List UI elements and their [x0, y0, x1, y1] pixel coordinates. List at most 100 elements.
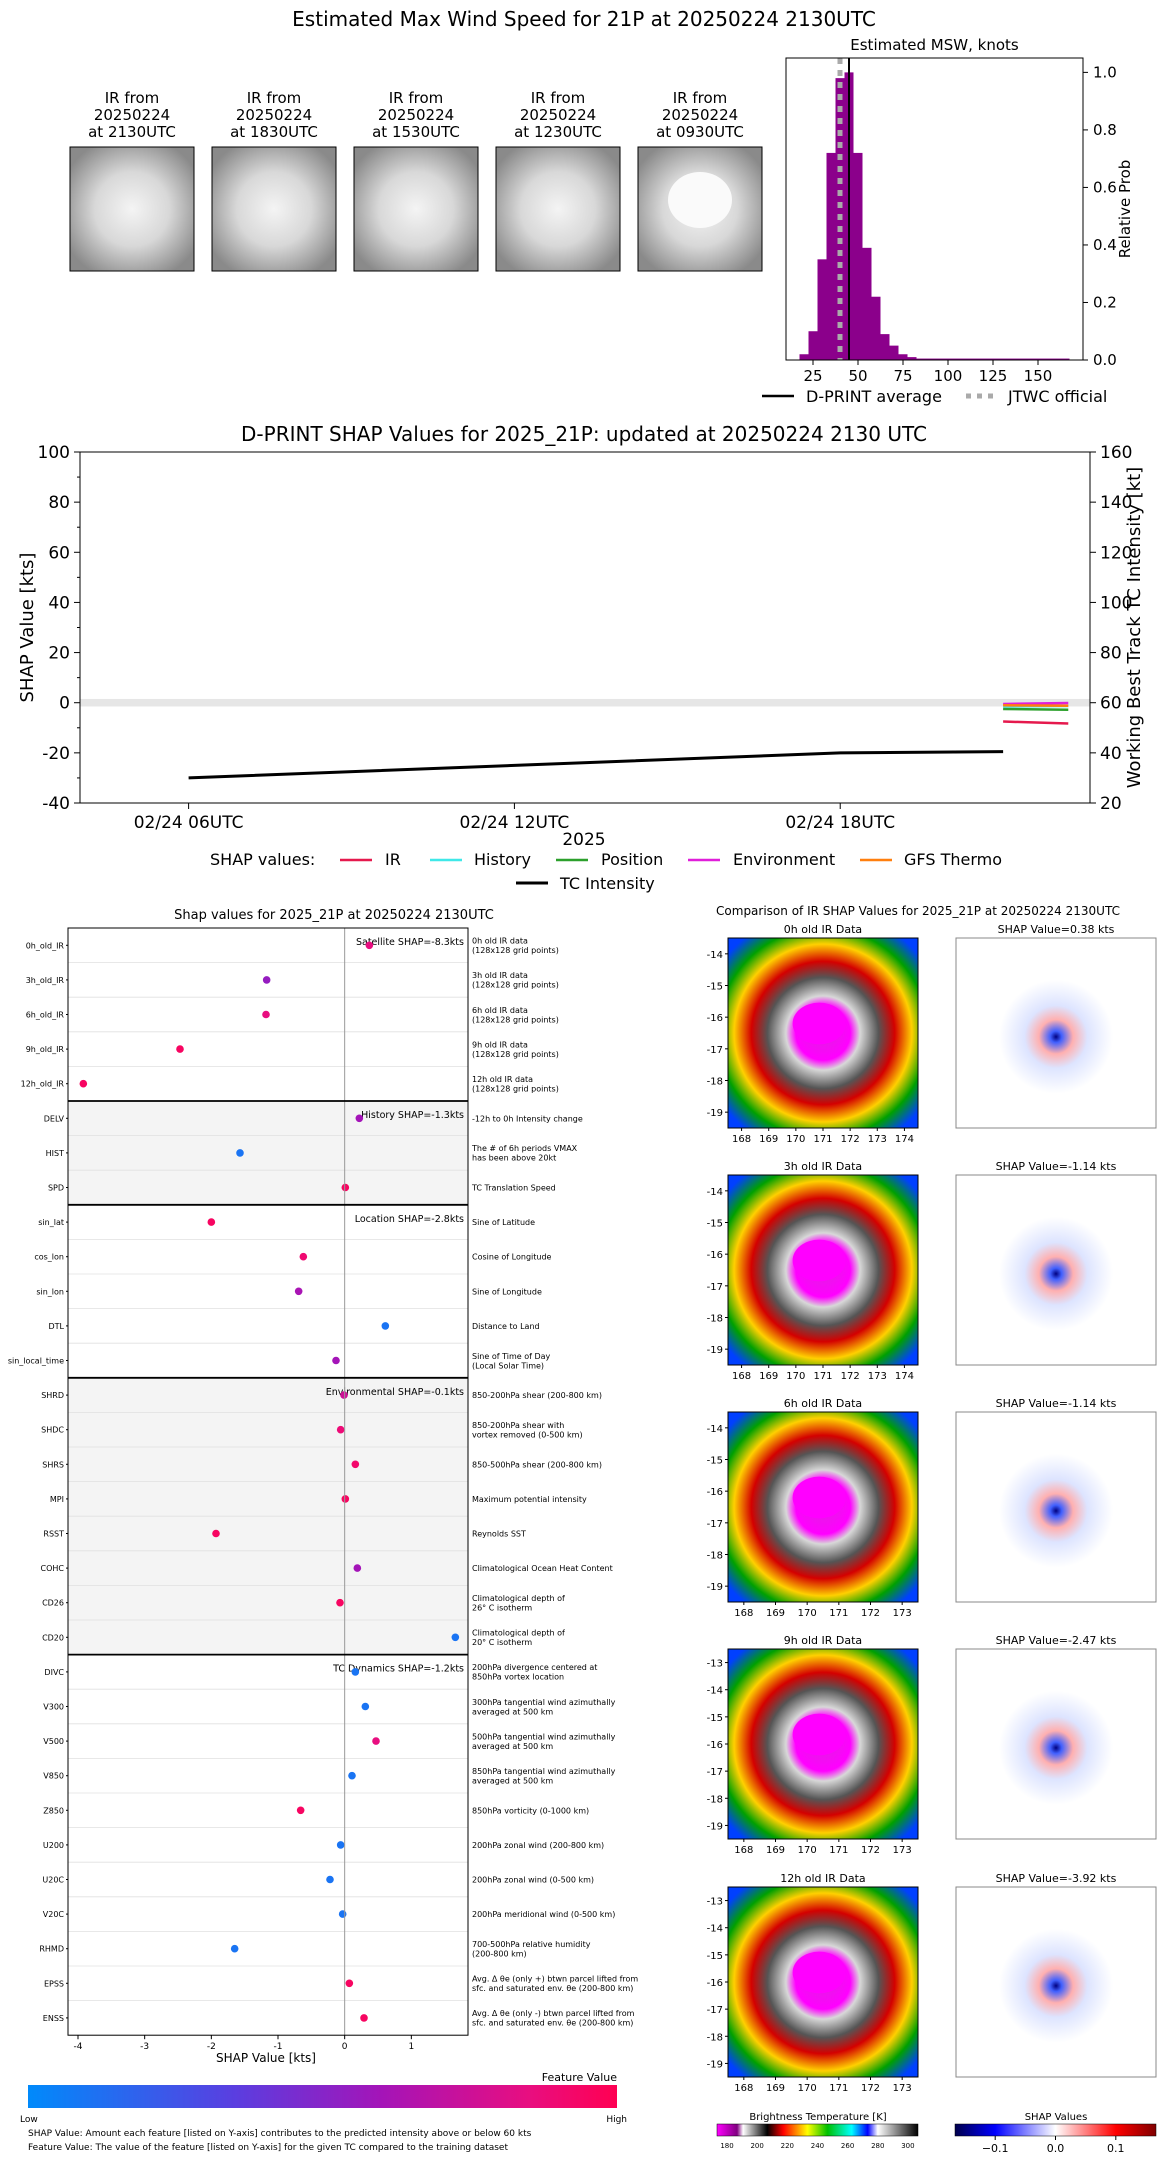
histogram-bar — [1024, 358, 1034, 360]
feature-name: V300 — [43, 1703, 64, 1712]
feature-name: 0h_old_IR — [26, 941, 65, 950]
feature-name: CD20 — [42, 1633, 64, 1642]
ir-y-tick-label: -16 — [707, 1740, 723, 1751]
ir-x-tick-label: 169 — [759, 1134, 778, 1145]
y-tick-label: 1.0 — [1093, 63, 1117, 81]
histogram-bar — [862, 247, 872, 360]
ir-x-tick-label: 173 — [868, 1371, 887, 1382]
features-title: Shap values for 2025_21P at 20250224 213… — [174, 908, 494, 923]
ir-y-tick-label: -19 — [707, 2059, 723, 2070]
shap-tick-label: −0.1 — [982, 2142, 1009, 2155]
feature-name: 6h_old_IR — [26, 1011, 65, 1020]
feature-value-colorbar: Feature Value Low High — [20, 2071, 627, 2125]
feature-description: has been above 20kt — [472, 1154, 556, 1163]
ir-x-tick-label: 168 — [732, 1134, 751, 1145]
ir-panel-title: 9h old IR Data — [784, 1634, 862, 1647]
feature-name: 3h_old_IR — [26, 976, 65, 985]
footnote-shap: SHAP Value: Amount each feature [listed … — [28, 2129, 532, 2139]
feature-description: Reynolds SST — [472, 1530, 526, 1539]
feature-description: (128x128 grid points) — [472, 1084, 559, 1093]
x-tick-label: -3 — [140, 2042, 149, 2052]
ir-y-tick-label: -18 — [707, 1551, 723, 1562]
ir-x-tick-label: 171 — [813, 1371, 832, 1382]
feature-name: sin_lat — [38, 1218, 64, 1227]
bt-tick-label: 180 — [720, 2142, 733, 2150]
ir-panel-eye — [792, 1476, 846, 1519]
feature-name: ENSS — [43, 2014, 64, 2023]
feature-shap-point — [176, 1045, 184, 1053]
histogram-bar — [916, 358, 926, 360]
ir-y-tick-label: -14 — [707, 1424, 723, 1435]
colorbar-title: Feature Value — [542, 2071, 618, 2084]
y-tick-label: 0.0 — [1093, 351, 1117, 369]
shap-colorbar-label: SHAP Values — [1025, 2112, 1088, 2123]
ir-y-tick-label: -13 — [707, 1897, 723, 1908]
legend-avg-label: D-PRINT average — [806, 387, 942, 406]
bt-tick-label: 220 — [781, 2142, 794, 2150]
histogram-bar — [853, 152, 863, 360]
feature-name: SHDC — [41, 1426, 64, 1435]
histogram-legend: D-PRINT average JTWC official — [762, 387, 1107, 406]
histogram-bar — [808, 331, 818, 360]
y-tick-label: 0.4 — [1093, 236, 1117, 254]
histogram-frame — [785, 57, 1084, 361]
ir-y-tick-label: -19 — [707, 1582, 723, 1593]
brightness-temp-colorbar: Brightness Temperature [K] 180 200 220 240 2… — [716, 2112, 919, 2150]
x-tick-label: 150 — [1024, 367, 1053, 385]
histogram-bar — [943, 358, 953, 360]
ir-shap-panel-1: 3h old IR Data -14 -15 -16 -17 -18 -19 168 169 17… — [707, 1160, 1157, 1382]
bt-tick-label: 240 — [811, 2142, 824, 2150]
histogram-title: Estimated MSW, knots — [850, 36, 1019, 54]
feature-description: (200-800 km) — [472, 1949, 527, 1958]
histogram-bar — [907, 357, 917, 360]
ir-x-tick-label: 168 — [734, 1845, 753, 1856]
feature-shap-point — [351, 1668, 360, 1676]
bt-tick-label: 280 — [871, 2142, 884, 2150]
x-tick-label: -2 — [207, 2042, 216, 2052]
feature-description: -12h to 0h Intensity change — [472, 1114, 583, 1123]
feature-name: COHC — [41, 1564, 65, 1573]
ir-x-tick-label: 172 — [841, 1134, 860, 1145]
ir-y-tick-label: -17 — [707, 1767, 723, 1778]
feature-shap-scatter: Satellite SHAP=-8.3kts 0h_old_IR 0h old IR… — [8, 927, 638, 2052]
ir-y-tick-label: -17 — [707, 1519, 723, 1530]
colorbar-low-label: Low — [20, 2115, 38, 2125]
feature-name: SPD — [48, 1184, 64, 1193]
feature-shap-point — [451, 1633, 460, 1642]
group-label: Satellite SHAP=-8.3kts — [356, 937, 464, 948]
ir-x-tick-label: 173 — [893, 2083, 912, 2094]
ir-x-tick-label: 168 — [732, 1371, 751, 1382]
comparison-title: Comparison of IR SHAP Values for 2025_21… — [716, 904, 1120, 918]
feature-description: 300hPa tangential wind azimuthally — [472, 1698, 616, 1707]
feature-description: 12h old IR data — [472, 1075, 533, 1084]
feature-description: sfc. and saturated env. θe (200-800 km) — [472, 1984, 633, 1993]
feature-description: 9h old IR data — [472, 1040, 528, 1049]
colorbar-gradient — [28, 2085, 617, 2108]
y-tick-label: 0 — [59, 694, 70, 714]
shap-panel-title: SHAP Value=0.38 kts — [998, 923, 1115, 936]
ir-x-tick-label: 170 — [798, 2083, 817, 2094]
ir-y-tick-label: -16 — [707, 1250, 723, 1261]
y2-tick-label: 140 — [1100, 493, 1132, 513]
feature-description: Avg. Δ θe (only +) btwn parcel lifted fr… — [472, 1975, 638, 1984]
legend-position-label: Position — [601, 850, 663, 869]
ir-y-tick-label: -13 — [707, 1659, 723, 1670]
legend-tc-label: TC Intensity — [559, 874, 655, 893]
ir-thumb-time: at 2130UTC — [88, 123, 176, 141]
ir-y-tick-label: -15 — [707, 1456, 723, 1467]
feature-shap-point — [296, 1806, 305, 1815]
shap-panel-pattern — [999, 1453, 1113, 1568]
ir-x-tick-label: 169 — [766, 1608, 785, 1619]
feature-description: 200hPa divergence centered at — [472, 1663, 597, 1672]
ir-y-tick-label: -14 — [707, 950, 723, 961]
feature-name: DIVC — [44, 1668, 64, 1677]
histogram-ylabel: Relative Prob — [1116, 160, 1134, 259]
feature-shap-point — [372, 1737, 380, 1745]
colorbar-high-label: High — [606, 2115, 627, 2125]
ir-x-tick-label: 168 — [734, 1608, 753, 1619]
ir-y-tick-label: -14 — [707, 1686, 723, 1697]
feature-description: Climatological depth of — [472, 1629, 565, 1638]
feature-description: Sine of Time of Day — [472, 1352, 551, 1361]
ir-thumb-date: 20250224 — [94, 106, 170, 124]
ir-panel-eye — [792, 1239, 846, 1282]
